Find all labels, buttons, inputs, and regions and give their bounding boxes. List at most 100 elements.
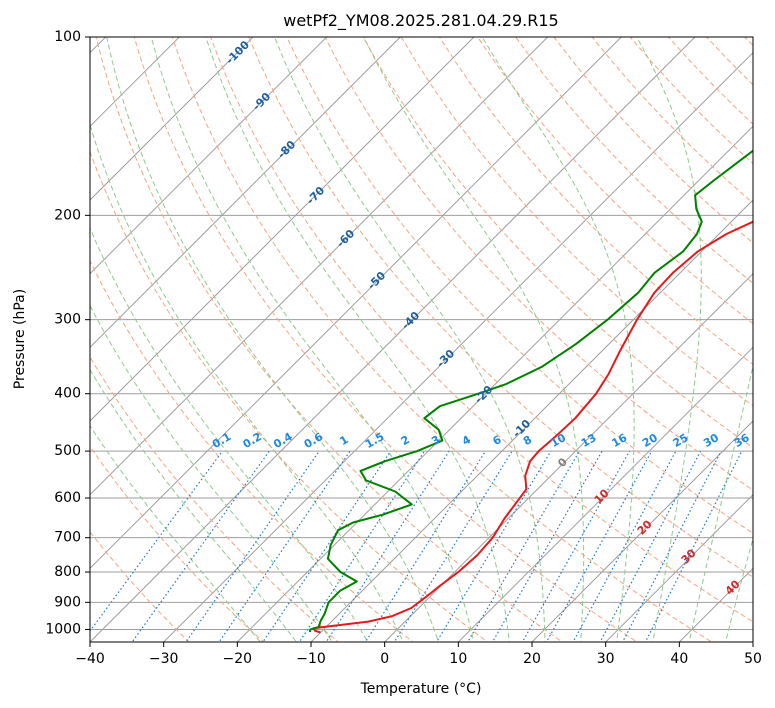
moist-adiabat: [363, 37, 585, 642]
y-tick-label: 500: [54, 443, 81, 459]
mixing-ratio-line: [325, 450, 450, 642]
x-tick-label: 0: [380, 651, 389, 667]
mixing-ratio-label: 16: [610, 431, 630, 450]
moist-adiabat-label: 40: [723, 577, 743, 597]
mixing-ratio-label: 0.6: [302, 430, 326, 451]
dry-adiabat-label: -80: [275, 138, 298, 161]
x-tick-label: 30: [597, 651, 615, 667]
isotherm-gridline: [90, 37, 623, 570]
y-tick-label: 300: [54, 312, 81, 328]
isotherm-gridline: [752, 641, 753, 642]
dry-adiabat: [324, 37, 753, 491]
isotherm-gridline: [604, 493, 753, 642]
mixing-ratio-label: 8: [521, 433, 534, 448]
moist-adiabat: [90, 424, 261, 642]
mixing-ratio-line: [90, 450, 223, 633]
moist-adiabat-label: 20: [635, 517, 655, 537]
moist-adiabat: [90, 226, 369, 642]
mixing-ratio-label: 30: [701, 431, 721, 450]
isotherm-gridline: [90, 37, 328, 275]
dry-adiabat: [765, 0, 775, 654]
plot-frame: [89, 36, 754, 643]
moist-adiabat: [90, 304, 333, 642]
dry-adiabat: [133, 37, 638, 642]
dry-adiabat: [729, 0, 775, 654]
dry-adiabat: [90, 356, 339, 642]
y-tick-label: 400: [54, 386, 81, 402]
mixing-ratio-line: [185, 450, 320, 642]
x-tick-label: −30: [149, 651, 179, 667]
moist-adiabat: [636, 37, 702, 642]
dry-adiabat: [171, 37, 713, 642]
y-axis-title: Pressure (hPa): [12, 289, 28, 389]
mixing-ratio-line: [218, 450, 351, 642]
isotherm-gridline: [457, 346, 753, 642]
mixing-ratio-line: [621, 450, 722, 642]
dry-adiabat: [400, 37, 753, 407]
x-tick-label: 50: [744, 651, 762, 667]
mixing-ratio-label: 0.4: [271, 430, 295, 451]
dry-adiabat: [286, 37, 753, 534]
dry-adiabat: [90, 531, 190, 642]
moist-adiabat-label: 30: [679, 546, 699, 566]
series-layer: [308, 149, 753, 634]
mixing-ratio-line: [545, 450, 653, 642]
x-axis-title: Temperature (°C): [360, 681, 482, 697]
dry-adiabat: [90, 445, 265, 642]
mixing-ratio-line: [298, 450, 425, 642]
dry-adiabat: [95, 37, 564, 642]
mixing-ratio-line: [644, 450, 743, 642]
mixing-ratio-label: 13: [579, 431, 599, 450]
mixing-ratio-line: [435, 450, 552, 642]
moist-adiabat: [205, 37, 510, 642]
x-tick-label: 20: [523, 651, 541, 667]
plot-area: -100-90-80-70-60-50-40-30-20-100.1 0.2 0.4…: [90, 0, 775, 654]
x-tick-label: −40: [75, 651, 105, 667]
moist-adiabat: [150, 37, 475, 642]
isotherm-gridline: [236, 125, 753, 642]
dry-adiabat: [90, 150, 489, 642]
x-tick-label: 10: [449, 651, 467, 667]
moist-adiabat: [688, 363, 753, 642]
moist-adiabat: [90, 123, 404, 642]
x-tick-label: 40: [670, 651, 688, 667]
dry-adiabat-label: -20: [472, 383, 495, 406]
x-tick-label: −10: [296, 651, 326, 667]
isotherm-gridline: [90, 37, 402, 349]
mixing-ratio-line: [262, 450, 392, 642]
temperature-profile-line: [312, 220, 753, 634]
moist-adiabat-label: 0: [555, 455, 570, 470]
moist-adiabat: [481, 37, 635, 642]
moist-adiabat: [725, 537, 753, 642]
dry-adiabat-label: -50: [365, 269, 388, 292]
isotherm-gridline: [531, 420, 753, 642]
y-tick-label: 900: [54, 594, 81, 610]
mixing-ratio-label: 1: [338, 433, 351, 448]
moist-adiabat: [274, 37, 546, 642]
mixing-ratio-label: 2: [399, 433, 412, 448]
y-tick-label: 800: [54, 564, 81, 580]
isotherm-gridline: [162, 51, 753, 642]
isotherm-gridline: [90, 37, 181, 128]
mixing-ratio-label: 6: [490, 433, 503, 448]
mixing-ratio-label: 10: [548, 431, 568, 450]
chart-title: wetPf2_YM08.2025.281.04.29.R15: [283, 11, 558, 31]
y-tick-label: 200: [54, 207, 81, 223]
mixing-ratio-line: [131, 450, 270, 642]
mixing-ratio-line: [491, 450, 603, 642]
x-tick-label: −20: [223, 651, 253, 667]
dry-adiabat: [90, 259, 414, 642]
mixing-ratio-label: 0.1: [210, 430, 233, 451]
dry-adiabat: [438, 37, 753, 366]
y-tick-label: 1000: [45, 621, 81, 637]
adiabat-layer: [90, 0, 775, 654]
dry-adiabat: [705, 37, 753, 86]
y-axis: 1000 900 800 700 600 500 400 300 200 100: [45, 29, 90, 637]
isotherm-gridline: [90, 37, 549, 496]
isotherm-gridline: [90, 37, 254, 201]
mixing-ratio-label: 25: [671, 431, 691, 450]
mixing-ratio-label: 36: [732, 431, 752, 450]
dry-adiabat-label: -30: [434, 347, 457, 370]
x-axis: −40 −30 −20 −10 0 10 20 30 40 50: [75, 642, 762, 667]
